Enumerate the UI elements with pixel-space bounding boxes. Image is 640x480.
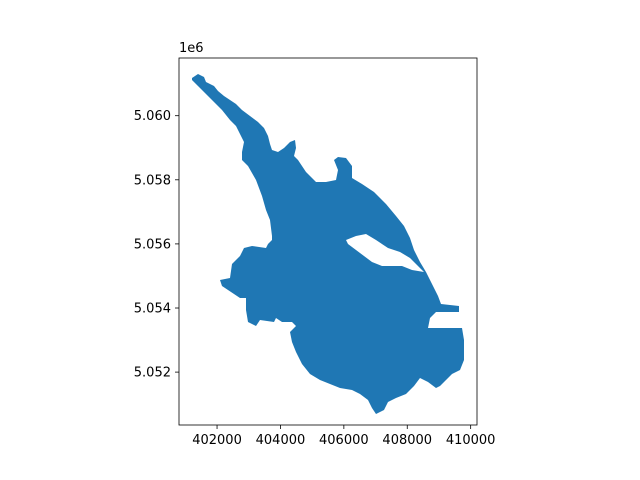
y-tick-label: 5.060 [134,109,171,124]
axes-frame [178,57,478,426]
plot-area [192,74,464,414]
x-tick-label: 404000 [256,433,306,448]
x-axis: 402000 404000 406000 408000 410000 [192,425,495,448]
x-tick-label: 402000 [192,433,242,448]
y-tick-label: 5.058 [134,173,171,188]
x-tick-label: 406000 [319,433,369,448]
y-tick-label: 5.052 [134,366,171,381]
x-tick-label: 408000 [382,433,432,448]
y-axis-offset-label: 1e6 [179,41,204,56]
y-tick-label: 5.056 [134,237,171,252]
x-tick-label: 410000 [446,433,496,448]
y-tick-label: 5.054 [134,302,171,317]
municipality-region [192,74,464,414]
y-axis: 5.052 5.054 5.056 5.058 5.060 [134,109,179,381]
